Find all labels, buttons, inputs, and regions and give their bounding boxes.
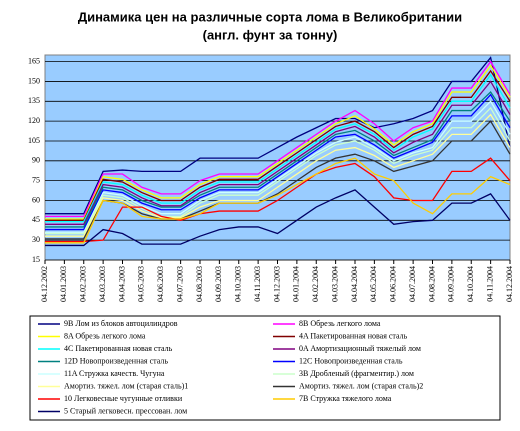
legend-label: 5 Старый легковесн. прессован. лом bbox=[64, 406, 187, 415]
chart-title: Динамика цен на различные сорта лома в В… bbox=[78, 9, 462, 24]
y-tick-label: 30 bbox=[32, 235, 40, 244]
y-tick-label: 45 bbox=[32, 215, 40, 224]
legend-label: 12D Новопроизведенная сталь bbox=[64, 356, 168, 365]
x-tick-label: 04.10.2003 bbox=[234, 266, 243, 302]
x-tick-label: 04.09.2004 bbox=[447, 266, 456, 302]
y-tick-label: 15 bbox=[32, 255, 40, 264]
plot-area bbox=[44, 54, 511, 261]
legend-box bbox=[29, 315, 501, 421]
x-tick-label: 04.06.2003 bbox=[156, 266, 165, 302]
legend-label: 8B Обрезь легкого лома bbox=[299, 319, 381, 328]
series-line bbox=[45, 64, 511, 220]
series-line bbox=[45, 157, 511, 244]
x-tick-label: 04.03.2004 bbox=[330, 266, 339, 302]
x-tick-label: 04.03.2003 bbox=[98, 266, 107, 302]
x-tick-label: 04.04.2004 bbox=[350, 266, 359, 302]
series-line bbox=[45, 189, 511, 247]
legend-label: Амортиз. тяжел. лом (старая сталь)1 bbox=[64, 381, 188, 390]
y-tick-label: 60 bbox=[32, 195, 40, 204]
series-line bbox=[45, 100, 511, 233]
y-tick-label: 90 bbox=[32, 156, 40, 165]
y-tick-label: 135 bbox=[28, 96, 40, 105]
legend-label: 3B Дробленый (фрагментир.) лом bbox=[299, 369, 414, 378]
x-tick-label: 04.11.2004 bbox=[485, 266, 494, 302]
legend-label: 4C Пакетированная новая сталь bbox=[64, 344, 173, 353]
x-tick-label: 04.09.2003 bbox=[214, 266, 223, 302]
x-tick-label: 04.12.2003 bbox=[272, 266, 281, 302]
legend-label: 9B Лом из блоков автоцилиндров bbox=[64, 319, 178, 328]
x-tick-label: 04.05.2003 bbox=[137, 266, 146, 302]
series-line bbox=[45, 91, 511, 228]
series-line bbox=[45, 73, 511, 223]
y-tick-label: 165 bbox=[28, 56, 40, 65]
y-tick-label: 120 bbox=[28, 116, 40, 125]
series-line bbox=[45, 60, 511, 218]
y-tick-label: 150 bbox=[28, 76, 40, 85]
x-tick-label: 04.05.2004 bbox=[369, 266, 378, 302]
legend-label: 7B Стружка тяжелого лома bbox=[299, 394, 392, 403]
x-tick-label: 04.12.2004 bbox=[505, 266, 514, 302]
series-line bbox=[45, 106, 511, 235]
series-line bbox=[45, 56, 511, 215]
x-tick-label: 04.08.2003 bbox=[195, 266, 204, 302]
legend-label: 11A Стружка качеств. Чугуна bbox=[64, 369, 165, 378]
series-line bbox=[45, 69, 511, 221]
x-tick-label: 04.12.2002 bbox=[40, 266, 49, 302]
series-line bbox=[45, 93, 511, 231]
x-tick-label: 04.07.2004 bbox=[408, 266, 417, 302]
legend-label: 8A Обрезь легкого лома bbox=[64, 331, 146, 340]
chart-subtitle: (англ. фунт за тонну) bbox=[203, 27, 338, 42]
x-tick-label: 04.02.2004 bbox=[311, 266, 320, 302]
legend-label: 10 Легковесные чугунные отливки bbox=[64, 394, 183, 403]
x-tick-label: 04.08.2004 bbox=[427, 266, 436, 302]
series-line bbox=[45, 80, 511, 225]
y-tick-label: 105 bbox=[28, 136, 40, 145]
legend-label: Амортиз. тяжел. лом (старая сталь)2 bbox=[299, 381, 423, 390]
x-tick-label: 04.02.2003 bbox=[79, 266, 88, 302]
x-tick-label: 04.06.2004 bbox=[389, 266, 398, 302]
series-line bbox=[45, 113, 511, 237]
legend-label: 0A Амортизационный тяжелый лом bbox=[299, 344, 421, 353]
x-tick-label: 04.07.2003 bbox=[175, 266, 184, 302]
series-line bbox=[45, 157, 511, 243]
y-tick-label: 75 bbox=[32, 175, 40, 184]
x-tick-label: 04.01.2004 bbox=[292, 266, 301, 302]
x-tick-label: 04.11.2003 bbox=[253, 266, 262, 302]
x-tick-label: 04.10.2004 bbox=[466, 266, 475, 302]
legend-label: 12C Новопроизведенная сталь bbox=[299, 356, 403, 365]
x-tick-label: 04.04.2003 bbox=[117, 266, 126, 302]
legend-label: 4A Пакетированная новая сталь bbox=[299, 331, 408, 340]
x-tick-label: 04.01.2003 bbox=[59, 266, 68, 302]
